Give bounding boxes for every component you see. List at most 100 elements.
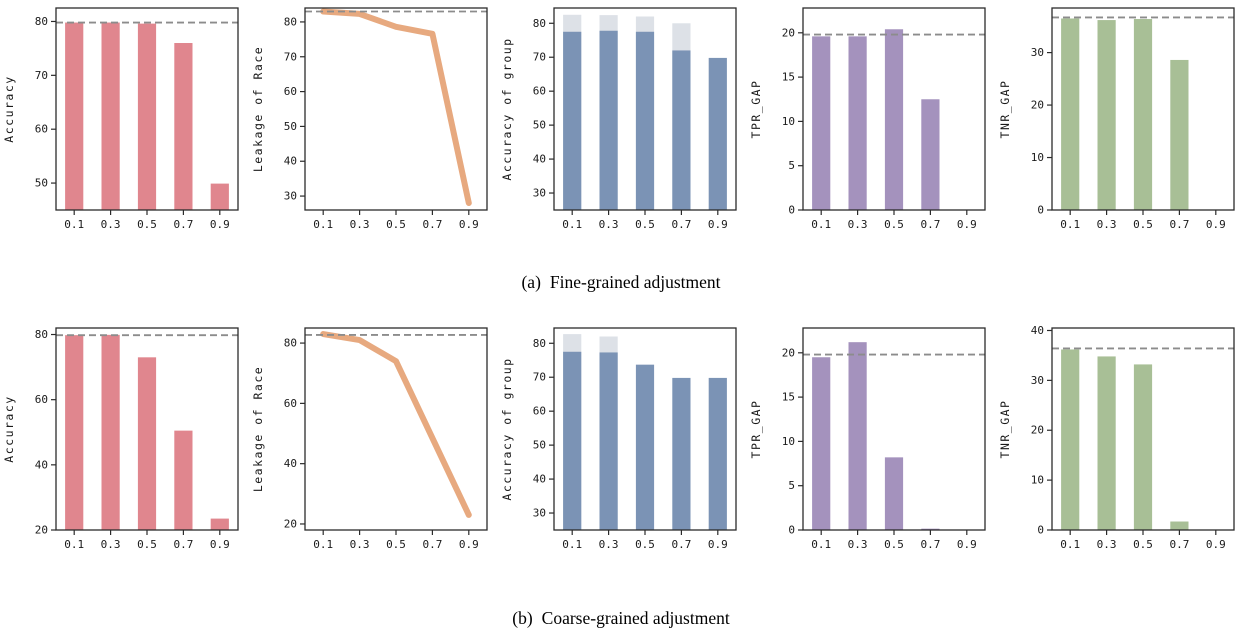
caption-label: (b) [512,608,533,628]
y-axis-label: Accuracy [2,395,16,462]
x-tick-label: 0.3 [1097,538,1117,551]
bar [599,30,618,211]
bar [635,364,655,530]
y-tick-label: 40 [533,473,546,486]
bar [65,335,84,530]
bar [210,183,229,210]
bar [65,22,84,210]
y-tick-label: 30 [533,187,546,200]
bar [848,342,867,530]
x-tick-label: 0.5 [635,538,655,551]
plot-b-accuracy-of-group: 30 40 50 60 70 80 0.1 0.3 0.5 0.7 0.9 Accuracy of g… [500,327,737,551]
x-tick-label: 0.3 [1097,218,1117,231]
chart-a-tnr-gap: 0 10 20 30 0.1 0.3 0.5 0.7 0.9 TNR_GAP [996,0,1242,240]
y-tick-label: 40 [1031,324,1044,337]
caption-text: Fine-grained adjustment [549,272,721,292]
x-tick-label: 0.7 [671,538,691,551]
plot-box [55,7,239,211]
y-tick-label: 60 [284,397,297,410]
x-tick-label: 0.5 [884,218,904,231]
plot-box [553,7,737,211]
bar [1097,20,1116,210]
x-tick-label: 0.7 [173,538,193,551]
bar [210,518,229,530]
x-tick-label: 0.1 [1060,218,1080,231]
bar [635,31,655,210]
bar [1097,356,1116,530]
x-tick-label: 0.1 [811,538,831,551]
x-tick-label: 0.9 [708,538,728,551]
x-tick-label: 0.9 [957,538,977,551]
bar [174,430,193,530]
y-tick-label: 40 [533,153,546,166]
y-tick-label: 50 [533,439,546,452]
bar [921,99,940,210]
bar [884,457,904,530]
x-tick-label: 0.1 [562,538,582,551]
y-axis-label: Accuracy of group [500,37,514,180]
bar [708,377,727,530]
bar [1170,521,1189,530]
y-tick-label: 40 [284,457,297,470]
plot-box [304,7,488,211]
x-tick-label: 0.7 [920,538,940,551]
x-tick-label: 0.5 [635,218,655,231]
x-tick-label: 0.5 [1133,218,1153,231]
x-tick-label: 0.7 [422,538,442,551]
x-tick-label: 0.1 [64,538,84,551]
y-tick-label: 70 [35,69,48,82]
y-tick-label: 30 [533,507,546,520]
x-tick-label: 0.1 [313,538,333,551]
plot-box [553,327,737,531]
x-tick-label: 0.9 [1206,218,1226,231]
x-tick-label: 0.7 [173,218,193,231]
y-tick-label: 20 [1031,424,1044,437]
y-tick-label: 10 [1031,151,1044,164]
y-axis-label: TNR_GAP [998,400,1012,459]
bar [563,31,582,210]
y-tick-label: 0 [788,204,795,217]
y-tick-label: 80 [35,15,48,28]
x-tick-label: 0.9 [210,218,230,231]
y-axis-label: TPR_GAP [749,80,763,139]
caption-label: (a) [521,272,541,292]
bar [848,36,867,210]
bar [812,36,831,210]
bar [884,29,904,211]
chart-b-tnr-gap: 0 10 20 30 40 0.1 0.3 0.5 0.7 0.9 TNR_GAP [996,320,1242,560]
x-tick-label: 0.3 [350,538,370,551]
bar [672,377,691,530]
plot-box [55,327,239,531]
y-tick-label: 80 [533,337,546,350]
y-tick-label: 30 [1031,46,1044,59]
chart-b-accuracy-of-group: 30 40 50 60 70 80 0.1 0.3 0.5 0.7 0.9 Accuracy of g… [498,320,744,560]
y-tick-label: 70 [533,371,546,384]
y-tick-label: 10 [1031,474,1044,487]
x-tick-label: 0.9 [1206,538,1226,551]
bar [1061,18,1080,211]
bar [101,334,120,530]
x-tick-label: 0.5 [386,218,406,231]
bar [812,357,831,530]
x-tick-label: 0.5 [137,538,157,551]
y-tick-label: 0 [1037,204,1044,217]
x-tick-label: 0.9 [708,218,728,231]
bar [1133,364,1153,530]
chart-row-coarse-grained: 20 40 60 80 0.1 0.3 0.5 0.7 0.9 Accuracy 20 40 60 80… [0,320,1242,560]
data-line [320,331,472,518]
x-tick-label: 0.1 [64,218,84,231]
bar [1170,59,1189,210]
chart-a-tpr-gap: 0 5 10 15 20 0.1 0.3 0.5 0.7 0.9 TPR_GAP [747,0,993,240]
chart-row-fine-grained: 50 60 70 80 0.1 0.3 0.5 0.7 0.9 Accuracy 30 40 50 60… [0,0,1242,240]
chart-b-accuracy: 20 40 60 80 0.1 0.3 0.5 0.7 0.9 Accuracy [0,320,246,560]
plot-box [802,7,986,211]
y-tick-label: 20 [35,524,48,537]
y-tick-label: 60 [533,85,546,98]
x-tick-label: 0.3 [599,218,619,231]
plot-a-tpr-gap: 0 5 10 15 20 0.1 0.3 0.5 0.7 0.9 TPR_GAP [749,7,986,231]
x-tick-label: 0.9 [210,538,230,551]
plot-b-leakage-of-race: 20 40 60 80 0.1 0.3 0.5 0.7 0.9 Leakage of Race [251,327,488,551]
bar [137,23,157,210]
plot-a-leakage-of-race: 30 40 50 60 70 80 0.1 0.3 0.5 0.7 0.9 Leakage of Ra… [251,7,488,231]
